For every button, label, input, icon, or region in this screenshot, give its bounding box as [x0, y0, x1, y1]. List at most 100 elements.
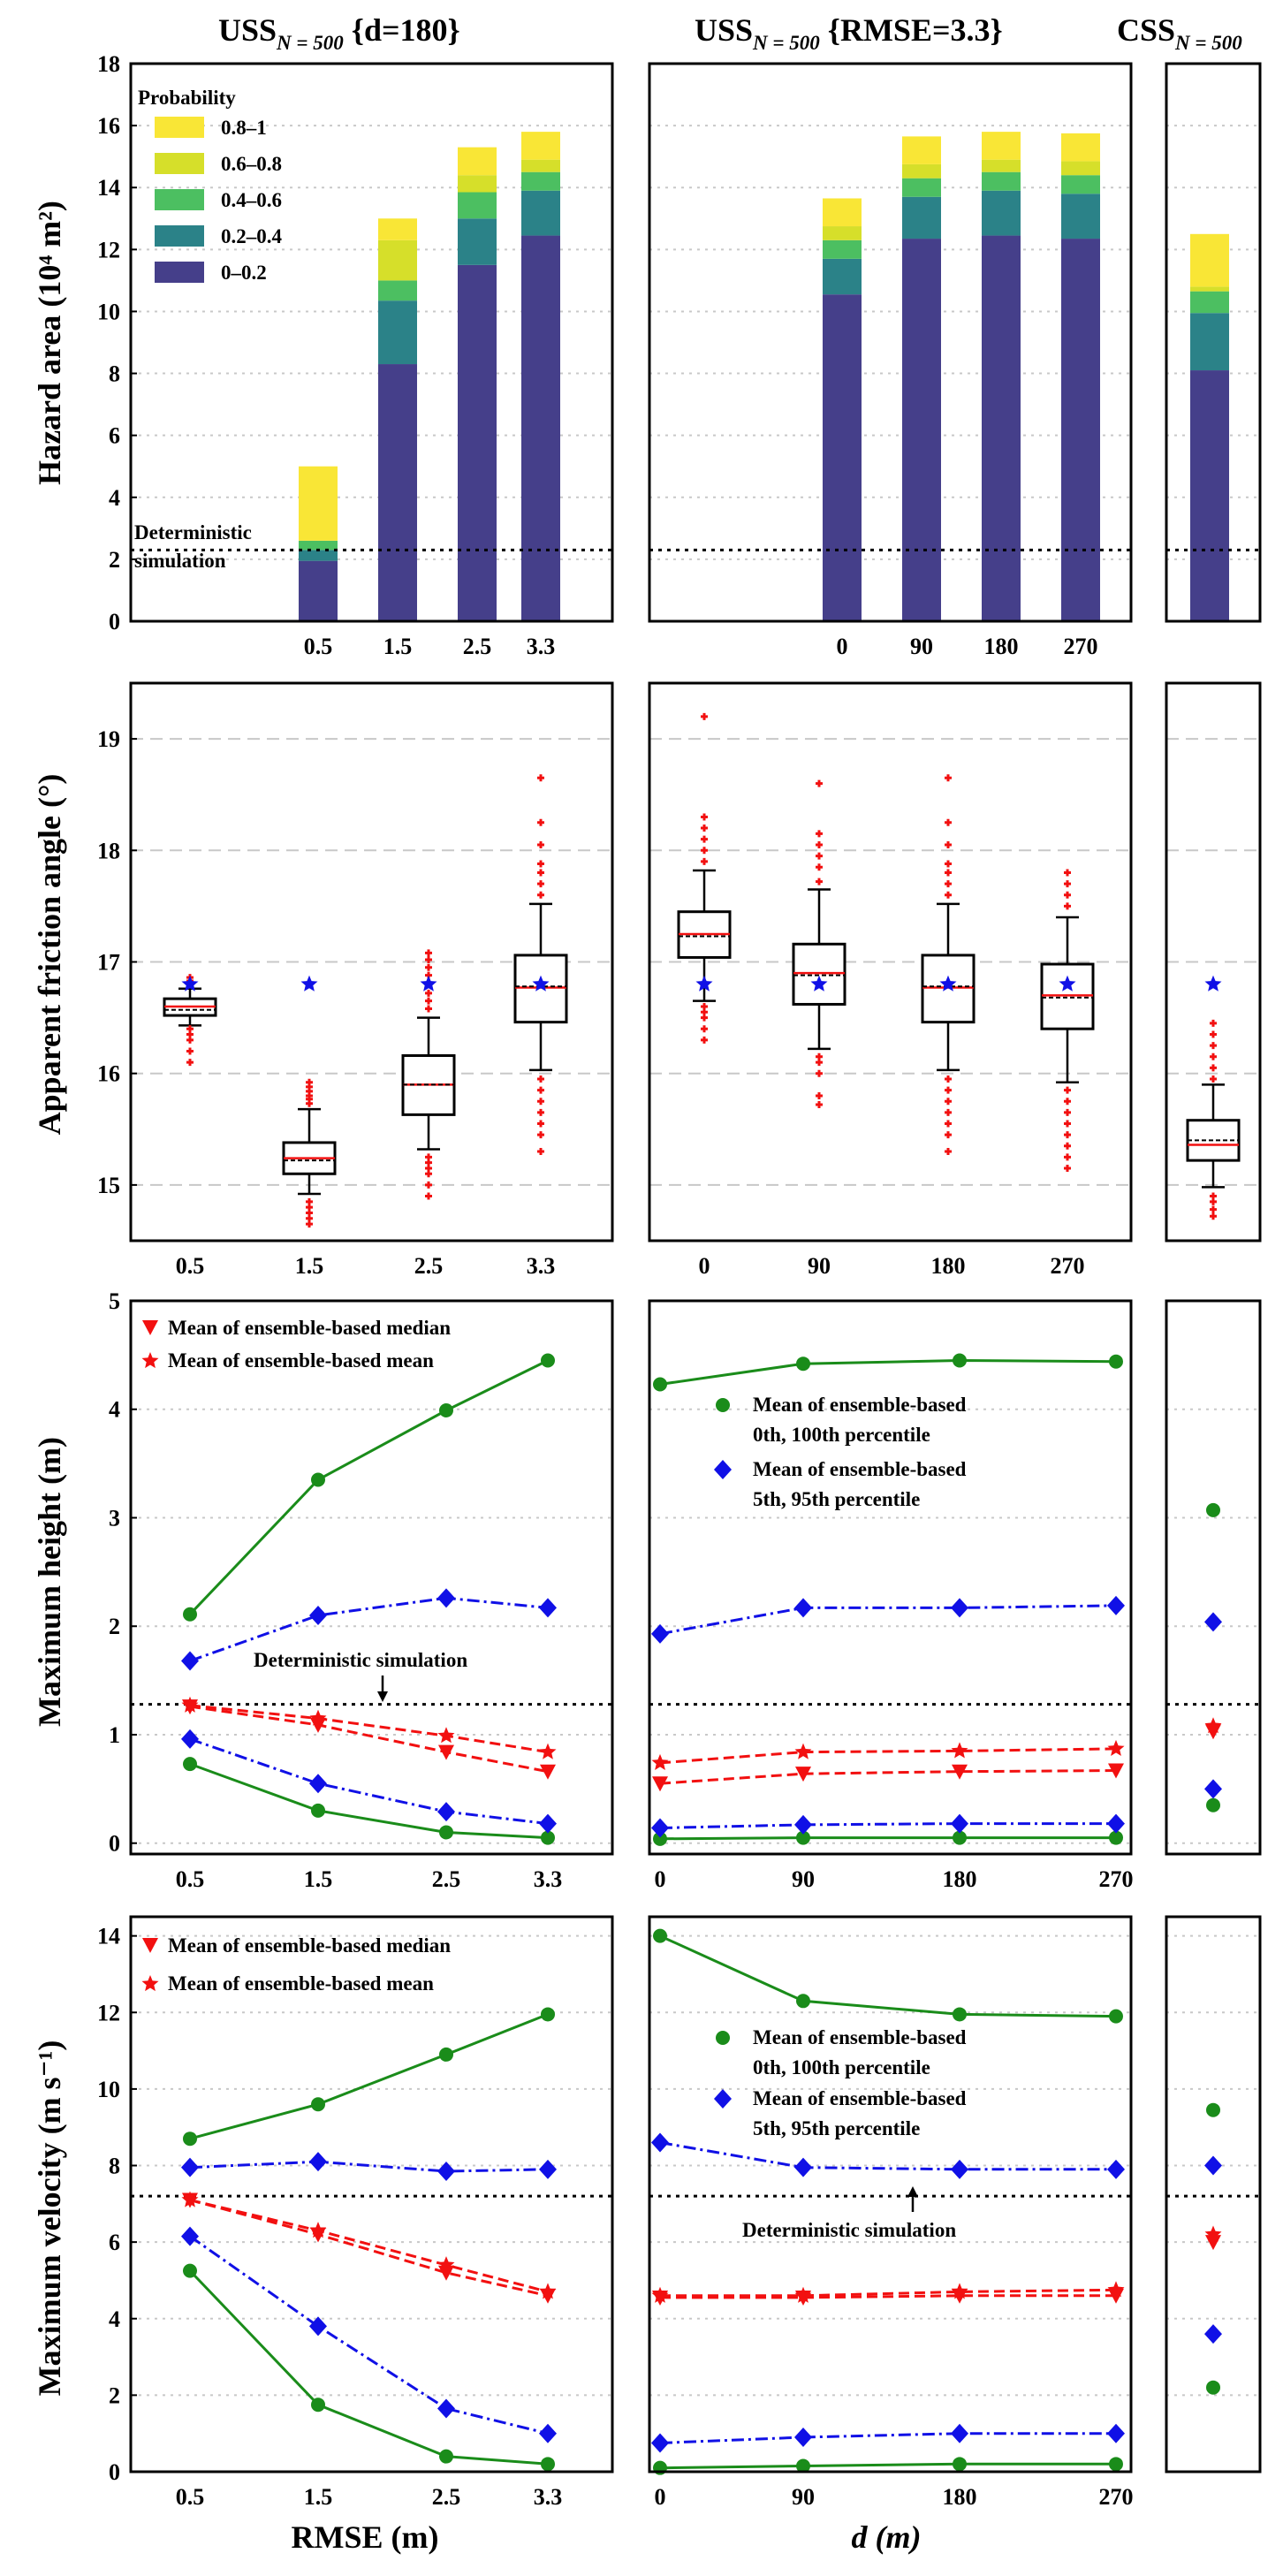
box-flier	[1210, 1052, 1217, 1060]
bar-0.4–0.6	[299, 540, 338, 551]
series-p100-line	[189, 2013, 549, 2140]
xtick-label: 2.5	[463, 634, 492, 659]
box-flier	[537, 1120, 544, 1128]
box-flier	[701, 835, 708, 843]
series-median-marker	[1205, 1724, 1221, 1740]
series-p100-line	[188, 1359, 549, 1615]
series-p95-marker	[1204, 2155, 1222, 2176]
series-p100-marker	[541, 1353, 555, 1368]
legend-label: 0.6–0.8	[221, 153, 282, 175]
deterministic-star	[939, 975, 957, 992]
box-flier	[701, 1036, 708, 1044]
box-flier	[1210, 1030, 1217, 1038]
legend-median-marker	[142, 1320, 158, 1335]
box-flier	[537, 840, 544, 848]
xtick-label: 270	[1099, 2484, 1134, 2510]
series-median-marker	[540, 2288, 556, 2304]
box-flier	[1210, 1205, 1217, 1213]
box-body	[1040, 962, 1095, 1030]
box-flier	[537, 860, 544, 868]
series-mean-marker	[437, 1727, 455, 1744]
xtick-label: 1.5	[383, 634, 413, 659]
bar-0.4–0.6	[982, 171, 1021, 191]
box-flier	[1064, 891, 1071, 899]
legend-mean-label: Mean of ensemble-based mean	[168, 1349, 434, 1372]
box-body	[792, 942, 846, 1006]
series-p5-marker	[1204, 2324, 1222, 2344]
panel-frame-right-2	[1165, 1299, 1262, 1856]
box-flier	[1064, 880, 1071, 888]
legend-swatch	[155, 153, 204, 174]
box-body	[513, 954, 568, 1024]
xtick-label: 0.5	[176, 1866, 205, 1892]
box-flier	[816, 1052, 823, 1060]
xtick-label: 90	[910, 634, 933, 659]
series-p0-marker	[311, 2397, 325, 2413]
bar-0.2–0.4	[982, 190, 1021, 236]
series-p5-line	[659, 1822, 1116, 1829]
series-p0-line	[659, 2462, 1116, 2470]
series-p5-marker	[437, 2398, 455, 2419]
xtick-label: 0.5	[304, 634, 333, 659]
series-p95-marker	[539, 1598, 557, 1618]
series-p95-marker	[181, 2157, 199, 2177]
xtick-label: 90	[792, 1866, 815, 1892]
box-flier	[945, 891, 952, 899]
deterministic-star	[1204, 975, 1222, 992]
series-p5-marker	[794, 1814, 812, 1835]
box-flier	[537, 774, 544, 782]
legend-pct5-95-label: Mean of ensemble-based	[753, 1458, 967, 1480]
xtick-label: 270	[1099, 1866, 1134, 1892]
ytick-label: 10	[97, 299, 120, 324]
bar-0.6–0.8	[458, 175, 497, 193]
box-flier	[945, 860, 952, 868]
bar-0–0.2	[521, 235, 560, 621]
series-median-marker	[182, 2192, 198, 2208]
xtick-label: 3.3	[534, 1866, 563, 1892]
series-p0-marker	[653, 1831, 667, 1846]
ytick-label: 1	[109, 1722, 120, 1748]
series-median-marker	[1205, 2235, 1221, 2251]
deterministic-label: Deterministic simulation	[742, 2219, 956, 2241]
box-flier	[537, 818, 544, 826]
series-p5-line	[659, 2432, 1116, 2444]
header-left: USSN = 500 {d=180}	[218, 12, 460, 54]
bar-0.2–0.4	[378, 300, 417, 365]
panel-frame-mid-2	[648, 1299, 1133, 1856]
bar-0–0.2	[458, 264, 497, 621]
ylabel-max-height: Maximum height (m)	[32, 1437, 67, 1727]
series-p95-marker	[1204, 1612, 1222, 1632]
xtick-label: 1.5	[304, 1866, 333, 1892]
ytick-label: 6	[109, 2230, 120, 2255]
xtick-label: 2.5	[432, 1866, 461, 1892]
legend-swatch	[155, 262, 204, 283]
bar-0.8–1	[823, 198, 862, 227]
box-flier	[1064, 1142, 1071, 1150]
series-p5-marker	[651, 2433, 669, 2453]
box-flier	[1210, 1212, 1217, 1220]
series-p100-marker	[653, 1928, 667, 1943]
series-median-marker	[438, 2265, 454, 2281]
legend-label: 0–0.2	[221, 262, 267, 284]
bar-0.2–0.4	[1190, 313, 1229, 371]
series-p5-marker	[651, 1818, 669, 1838]
ytick-label: 8	[109, 361, 120, 387]
series-median-line	[660, 2294, 1116, 2299]
legend-label: 0.8–1	[221, 117, 267, 139]
series-mean-line	[659, 1747, 1117, 1765]
series-p5-marker	[539, 2423, 557, 2443]
panel-frame-left-0	[129, 62, 614, 623]
box-flier	[1064, 1153, 1071, 1161]
series-median-marker	[1108, 1763, 1124, 1779]
legend-label: 0.2–0.4	[221, 225, 283, 247]
xtick-label: 180	[943, 2484, 977, 2510]
bar-0.4–0.6	[1190, 291, 1229, 314]
series-mean-marker	[794, 1743, 812, 1759]
bar-0.6–0.8	[1190, 286, 1229, 292]
series-p0-marker	[439, 1825, 453, 1840]
legend-title: Probability	[138, 87, 236, 109]
bar-0–0.2	[1190, 370, 1229, 621]
xtick-label: 2.5	[432, 2484, 461, 2510]
panel-frame-left-3	[129, 1915, 614, 2473]
box-flier	[537, 869, 544, 877]
